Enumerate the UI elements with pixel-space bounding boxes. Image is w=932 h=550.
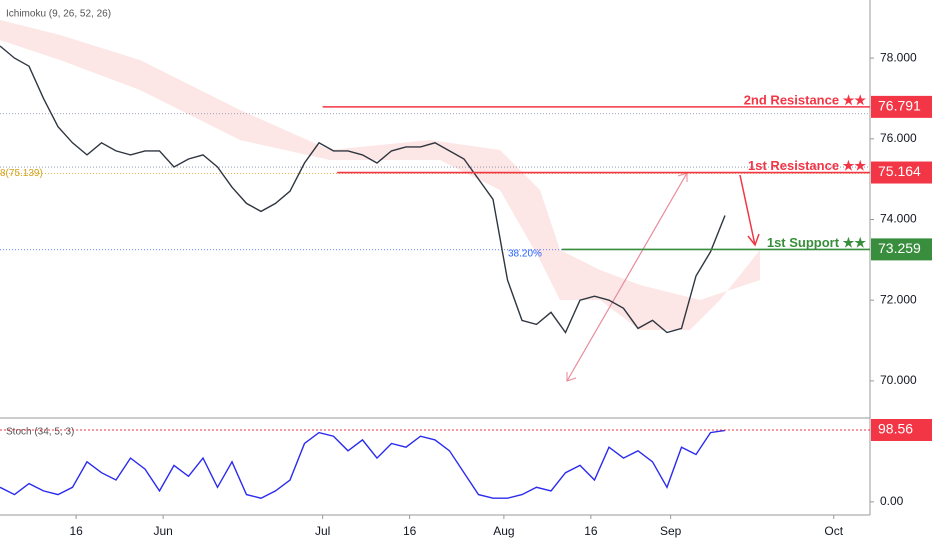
y-tick-label: 0.00 [880, 494, 904, 508]
price-tag-label: 73.259 [878, 240, 921, 256]
y-tick-label: 74.000 [880, 212, 917, 226]
x-tick-label: Sep [660, 524, 682, 538]
price-tag-label: 98.56 [878, 421, 913, 437]
x-tick-label: 16 [69, 524, 83, 538]
ichimoku-cloud [0, 20, 760, 330]
price-tag-label: 76.791 [878, 98, 921, 114]
level-label: 2nd Resistance ★★ [744, 92, 867, 107]
x-tick-label: Jun [153, 524, 172, 538]
price-line [0, 45, 726, 334]
y-tick-label: 70.000 [880, 373, 917, 387]
y-tick-label: 78.000 [880, 50, 917, 64]
x-tick-label: 16 [584, 524, 598, 538]
price-tag [871, 161, 932, 184]
x-tick-label: Aug [493, 524, 514, 538]
x-tick-label: Oct [824, 524, 843, 538]
y-tick-label: 72.000 [880, 292, 917, 306]
level-label: 1st Resistance ★★ [748, 158, 866, 173]
x-tick-label: Jul [315, 524, 330, 538]
fib-label: 8(75.139) [0, 168, 43, 179]
projection-arrow [566, 172, 688, 382]
fib-label: 38.20% [508, 248, 542, 259]
price-tag [871, 95, 932, 118]
arrow-head [747, 233, 760, 247]
indicator-title: Stoch (34, 5, 3) [6, 427, 74, 438]
drop-arrow [739, 174, 756, 246]
indicator-title: Ichimoku (9, 26, 52, 26) [6, 9, 111, 20]
arrow-head [566, 372, 577, 382]
price-tag [871, 238, 932, 261]
price-tag [871, 418, 932, 441]
price-tag-label: 75.164 [878, 163, 921, 179]
price-line [0, 429, 726, 499]
y-tick-label: 76.000 [880, 131, 917, 145]
level-label: 1st Support ★★ [767, 235, 866, 250]
x-tick-label: 16 [403, 524, 417, 538]
